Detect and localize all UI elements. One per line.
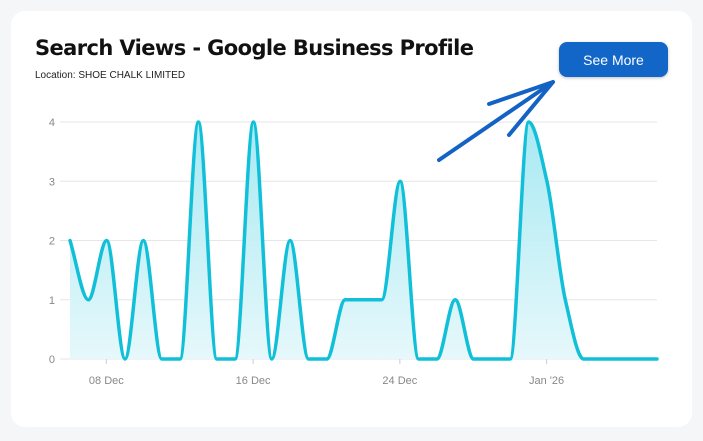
y-tick-label: 1	[49, 295, 55, 307]
location-subtitle: Location: SHOE CHALK LIMITED	[35, 70, 186, 81]
y-axis-ticks: 0 1 2 3 4	[49, 117, 55, 366]
chart-title: Search Views - Google Business Profile	[35, 36, 474, 60]
series-area	[70, 122, 657, 359]
x-tick-label: 24 Dec	[382, 375, 417, 387]
y-tick-label: 3	[49, 176, 55, 188]
x-axis-ticks: 08 Dec 16 Dec 24 Dec Jan '26	[89, 359, 564, 387]
y-tick-label: 2	[49, 236, 55, 248]
x-tick-label: Jan '26	[529, 375, 564, 387]
x-tick-label: 16 Dec	[236, 375, 271, 387]
x-tick-label: 08 Dec	[89, 375, 124, 387]
see-more-button[interactable]: See More	[559, 42, 668, 77]
y-tick-label: 4	[49, 117, 55, 129]
arrow-annotation	[437, 80, 555, 162]
series-line	[68, 120, 659, 361]
y-tick-label: 0	[49, 354, 55, 366]
